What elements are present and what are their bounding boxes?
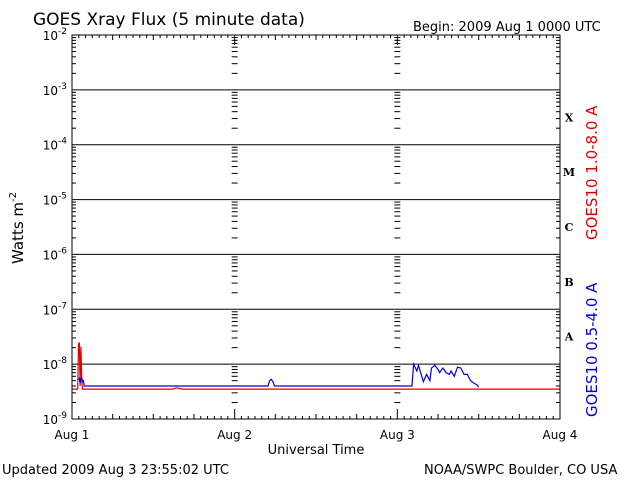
begin-label: Begin: 2009 Aug 1 0000 UTC (413, 20, 601, 35)
flare-class-label: A (564, 331, 574, 344)
legend-long-channel: GOES10 1.0-8.0 A (583, 105, 601, 240)
y-tick-label: 10-3 (43, 82, 67, 98)
y-tick-label: 10-9 (43, 411, 68, 427)
updated-timestamp: Updated 2009 Aug 3 23:55:02 UTC (2, 463, 229, 478)
flare-class-label: C (565, 221, 574, 234)
y-tick-label: 10-8 (43, 356, 68, 372)
y-tick-labels: 10-2 10-3 10-4 10-5 10-6 10-7 10-8 10-9 (43, 27, 68, 427)
x-tick-label: Aug 1 (55, 428, 90, 442)
y-tick-label: 10-5 (43, 192, 67, 208)
plot-frame (71, 34, 561, 420)
chart-title: GOES Xray Flux (5 minute data) (33, 10, 305, 30)
y-axis-label: Watts m-2 (8, 192, 27, 264)
series-line-long-channel (72, 342, 560, 390)
y-tick-label: 10-7 (43, 301, 67, 317)
grid (72, 34, 560, 420)
x-tick-labels: Aug 1 Aug 2 Aug 3 Aug 4 (55, 428, 578, 442)
x-axis-label: Universal Time (268, 443, 365, 458)
flare-class-label: B (564, 276, 573, 289)
x-tick-label: Aug 2 (217, 428, 252, 442)
y-tick-label: 10-2 (43, 27, 67, 43)
y-tick-label: 10-4 (43, 137, 68, 153)
legend-short-channel: GOES10 0.5-4.0 A (583, 282, 601, 417)
credit-label: NOAA/SWPC Boulder, CO USA (424, 463, 617, 478)
x-tick-label: Aug 3 (380, 428, 415, 442)
series-layer (72, 342, 560, 390)
x-tick-label: Aug 4 (543, 428, 578, 442)
flare-class-labels: X M C B A (563, 111, 575, 343)
flare-class-label: X (565, 111, 574, 124)
y-tick-label: 10-6 (43, 246, 68, 262)
flare-class-label: M (563, 166, 575, 179)
series-line-short-channel (77, 361, 480, 388)
